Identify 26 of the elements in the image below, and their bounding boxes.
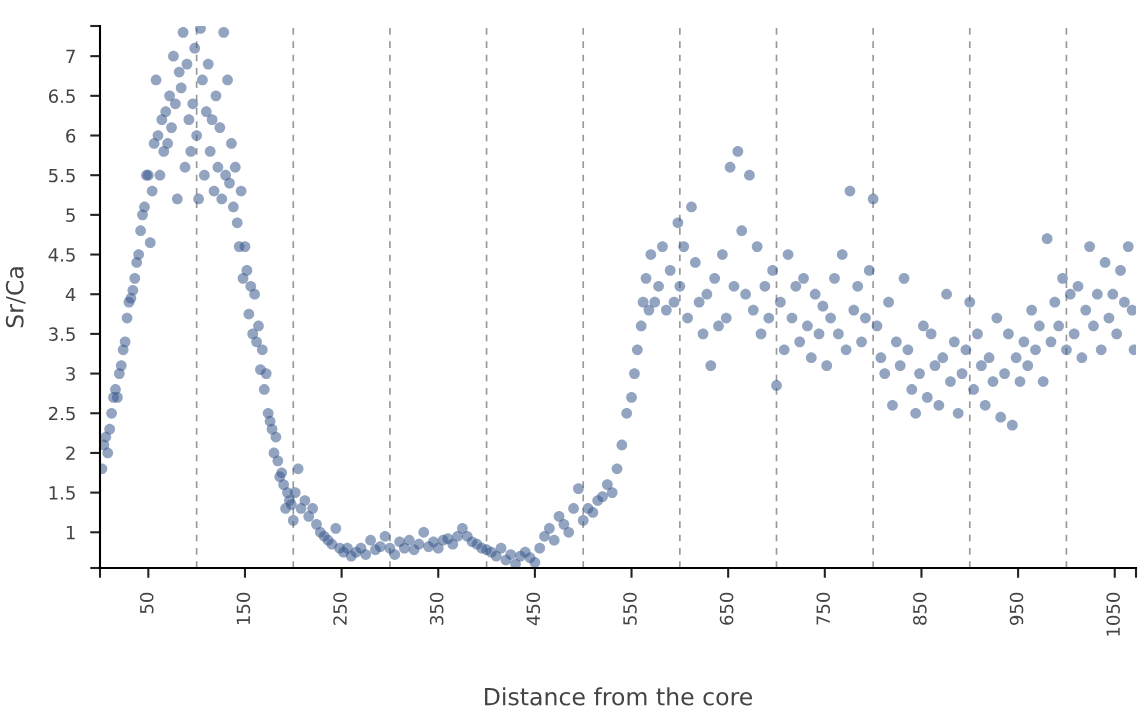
x-tick-label: 950 (1009, 592, 1024, 625)
y-tick-label: 5 (66, 208, 75, 222)
y-tick-label: 7 (66, 49, 75, 64)
y-tick-label: 4.5 (48, 248, 75, 262)
x-axis-title: Distance from the core (485, 687, 753, 706)
y-tick-label: 5.5 (49, 168, 75, 183)
y-tick-label: 3.5 (49, 327, 75, 342)
y-tick-label: 4 (65, 287, 76, 302)
x-tick-label: 450 (526, 592, 541, 626)
x-tick-label: 550 (623, 592, 637, 625)
x-tick-label: 650 (719, 592, 734, 625)
x-tick-label: 250 (333, 592, 347, 625)
x-tick-label: 1050 (1106, 592, 1120, 636)
y-tick-label: 1 (66, 525, 75, 540)
x-tick-label: 850 (913, 592, 927, 625)
y-tick-label: 1.5 (49, 486, 75, 500)
x-tick-label: 750 (816, 592, 831, 625)
y-tick-label: 6.5 (48, 89, 75, 103)
y-tick-label: 6 (66, 128, 76, 143)
x-tick-label: 50 (139, 592, 154, 614)
y-tick-label: 2 (66, 446, 75, 460)
y-tick-label: 3 (66, 367, 75, 381)
x-tick-label: 150 (236, 592, 251, 625)
x-tick-label: 350 (429, 592, 444, 625)
y-axis-title: Sr/Ca (5, 267, 26, 328)
y-tick-label: 2.5 (49, 406, 75, 421)
